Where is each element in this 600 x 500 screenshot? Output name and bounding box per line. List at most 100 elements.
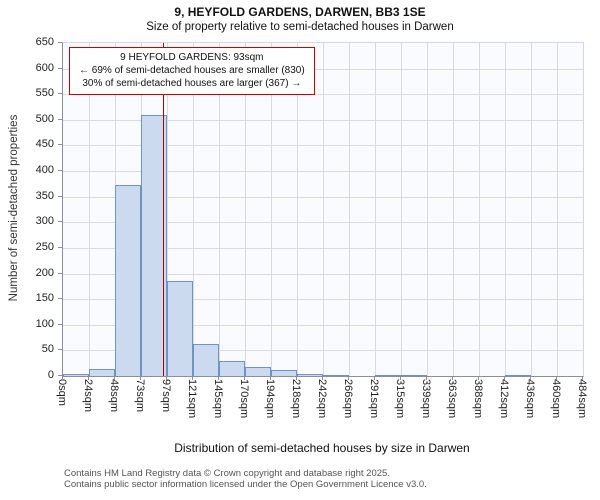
y-tick-label: 100 [35, 317, 54, 330]
vertical-gridline [401, 43, 402, 376]
footer-attribution-2: Contains public sector information licen… [64, 479, 427, 490]
y-tick-label: 300 [35, 215, 54, 228]
vertical-gridline [219, 43, 220, 376]
x-tick-mark [244, 376, 245, 380]
vertical-gridline [89, 43, 90, 376]
x-tick-mark [556, 376, 557, 380]
x-tick-mark [504, 376, 505, 380]
y-tick-mark [58, 298, 62, 300]
y-tick-mark [58, 272, 62, 274]
x-tick-label: 266sqm [342, 379, 354, 419]
x-tick-label: 97sqm [160, 379, 172, 413]
x-tick-label: 484sqm [576, 379, 588, 419]
vertical-gridline [167, 43, 168, 376]
y-tick-mark [58, 118, 62, 120]
y-tick-mark [58, 195, 62, 197]
x-tick-label: 218sqm [290, 379, 302, 419]
x-tick-label: 145sqm [212, 379, 224, 419]
histogram-bar [505, 374, 531, 376]
histogram-bar [323, 374, 349, 376]
histogram-bar [245, 367, 271, 376]
x-tick-label: 388sqm [472, 379, 484, 419]
vertical-gridline [375, 43, 376, 376]
annotation-larger: 30% of semi-detached houses are larger (… [82, 78, 302, 89]
vertical-gridline [323, 43, 324, 376]
y-tick-mark [58, 93, 62, 95]
x-tick-label: 436sqm [524, 379, 536, 419]
property-marker-line [162, 43, 165, 376]
histogram-bar [89, 369, 115, 376]
x-tick-mark [530, 376, 531, 380]
x-tick-label: 73sqm [134, 379, 146, 413]
x-tick-mark [218, 376, 219, 380]
y-tick-mark [58, 323, 62, 325]
y-tick-label: 550 [35, 87, 54, 100]
chart-subtitle: Size of property relative to semi-detach… [146, 21, 454, 33]
x-tick-label: 24sqm [82, 379, 94, 413]
y-tick-label: 650 [35, 36, 54, 48]
y-tick-mark [58, 67, 62, 69]
x-tick-label: 315sqm [394, 379, 406, 419]
histogram-bar [401, 374, 427, 376]
footer-attribution-1: Contains HM Land Registry data © Crown c… [64, 468, 390, 479]
y-tick-label: 450 [35, 138, 54, 151]
x-tick-mark [270, 376, 271, 380]
y-tick-label: 350 [35, 189, 54, 202]
x-tick-mark [140, 376, 141, 380]
y-tick-mark [58, 144, 62, 146]
vertical-gridline [531, 43, 532, 376]
x-tick-mark [452, 376, 453, 380]
annotation-property: 9 HEYFOLD GARDENS: 93sqm [120, 52, 264, 63]
x-tick-mark [426, 376, 427, 380]
vertical-gridline [271, 43, 272, 376]
y-tick-label: 500 [35, 112, 54, 125]
histogram-bar [193, 343, 219, 376]
x-tick-mark [348, 376, 349, 380]
x-tick-label: 291sqm [368, 379, 380, 419]
histogram-bar [115, 184, 141, 376]
y-tick-label: 50 [41, 343, 54, 356]
chart-title: 9, HEYFOLD GARDENS, DARWEN, BB3 1SE [174, 5, 426, 19]
x-tick-label: 121sqm [186, 379, 198, 419]
histogram-bar [375, 374, 401, 376]
y-tick-label: 200 [35, 266, 54, 279]
vertical-gridline [479, 43, 480, 376]
y-tick-label: 0 [47, 369, 54, 381]
vertical-gridline [245, 43, 246, 376]
y-tick-label: 150 [35, 292, 54, 305]
vertical-gridline [297, 43, 298, 376]
histogram-bar [63, 373, 89, 376]
histogram-bar [297, 373, 323, 376]
y-tick-label: 250 [35, 240, 54, 253]
x-tick-mark [322, 376, 323, 380]
histogram-bar [219, 360, 245, 376]
annotation-box: 9 HEYFOLD GARDENS: 93sqm ← 69% of semi-d… [69, 47, 315, 95]
annotation-smaller: ← 69% of semi-detached houses are smalle… [79, 65, 305, 76]
x-tick-label: 242sqm [316, 379, 328, 419]
x-tick-label: 412sqm [498, 379, 510, 419]
x-tick-mark [166, 376, 167, 380]
x-tick-label: 48sqm [108, 379, 120, 413]
x-tick-mark [296, 376, 297, 380]
x-tick-label: 194sqm [264, 379, 276, 419]
histogram-bar [141, 114, 167, 376]
y-tick-mark [58, 349, 62, 351]
vertical-gridline [349, 43, 350, 376]
vertical-gridline [453, 43, 454, 376]
x-tick-mark [582, 376, 583, 380]
x-tick-label: 363sqm [446, 379, 458, 419]
x-tick-mark [62, 376, 63, 380]
vertical-gridline [557, 43, 558, 376]
x-tick-label: 170sqm [238, 379, 250, 419]
x-tick-label: 339sqm [420, 379, 432, 419]
y-tick-mark [58, 375, 62, 376]
histogram-bar [167, 281, 193, 376]
x-tick-mark [478, 376, 479, 380]
x-tick-mark [400, 376, 401, 380]
vertical-gridline [193, 43, 194, 376]
vertical-gridline [427, 43, 428, 376]
y-tick-mark [58, 246, 62, 248]
y-tick-mark [58, 221, 62, 223]
histogram-bar [271, 370, 297, 376]
